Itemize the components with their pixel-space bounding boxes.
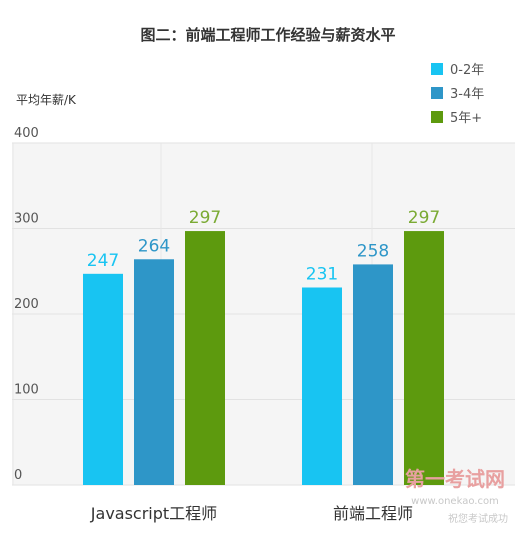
y-tick-label: 300 (14, 212, 39, 227)
watermark-text: 第一考试网 (405, 467, 505, 491)
y-tick-label: 100 (14, 383, 39, 398)
watermark-url: www.onekao.com (411, 496, 499, 507)
data-label: 297 (189, 208, 221, 228)
legend-label: 3-4年 (450, 87, 484, 102)
legend-label: 0-2年 (450, 63, 484, 78)
bar (134, 259, 174, 485)
data-label: 258 (357, 241, 389, 261)
legend: 0-2年 3-4年 5年+ (431, 63, 484, 126)
data-label: 231 (306, 264, 338, 284)
data-label: 297 (408, 208, 440, 228)
bar (185, 231, 225, 485)
category-label: 前端工程师 (333, 504, 413, 523)
bar (302, 287, 342, 485)
data-label: 264 (138, 236, 170, 256)
legend-label: 5年+ (450, 111, 482, 126)
plot-area: 0 100 200 300 400 247 264 297 Javascript工程师 231 25… (12, 126, 515, 523)
y-tick-label: 200 (14, 297, 39, 312)
y-axis-label: 平均年薪/K (16, 93, 77, 107)
watermark-slogan: 祝您考试成功 (448, 512, 508, 525)
data-label: 247 (87, 251, 119, 271)
chart-title: 图二：前端工程师工作经验与薪资水平 (140, 26, 395, 44)
y-tick-label: 400 (14, 126, 39, 141)
legend-swatch (431, 63, 443, 75)
legend-swatch (431, 111, 443, 123)
bar (404, 231, 444, 485)
bar (353, 264, 393, 485)
y-tick-label: 0 (14, 468, 22, 483)
legend-swatch (431, 87, 443, 99)
category-label: Javascript工程师 (90, 504, 217, 523)
watermark: 第一考试网 www.onekao.com 祝您考试成功 (405, 467, 508, 525)
bar (83, 273, 123, 485)
